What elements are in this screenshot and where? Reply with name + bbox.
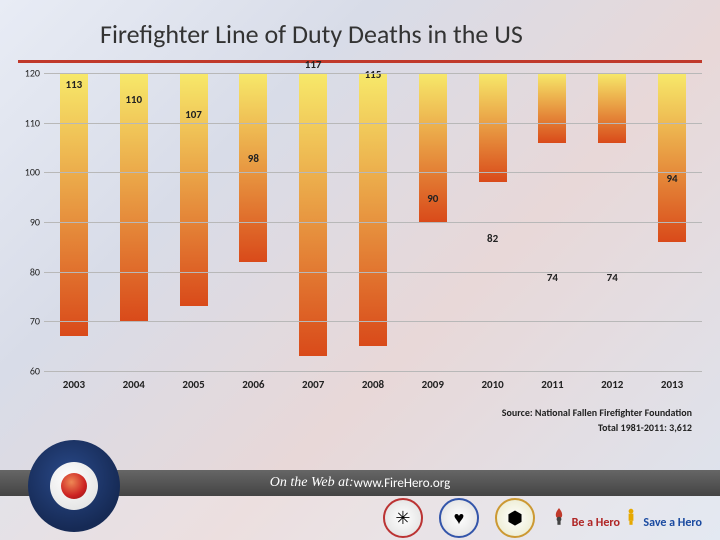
bar-value-label: 117 [305,58,322,73]
firefighter-icon [551,506,569,530]
bar [598,73,626,143]
gridline [44,73,702,74]
partner-logo-2: ♥ [439,498,479,538]
gridline [44,321,702,322]
bar [120,73,148,321]
heart-icon: ♥ [454,507,465,529]
footer-url: www.FireHero.org [354,476,451,491]
y-tick-label: 110 [18,116,40,129]
badge-icon: ✳ [395,507,410,529]
x-tick-label: 2004 [104,378,164,391]
x-tick-label: 2011 [523,378,583,391]
y-tick-label: 60 [18,365,40,378]
total-text: Total 1981-2011: 3,612 [0,420,692,435]
shield-icon: ⬢ [507,507,523,529]
gridline [44,172,702,173]
bar-value-label: 107 [185,108,202,123]
x-tick-label: 2013 [642,378,702,391]
x-tick-label: 2003 [44,378,104,391]
rose-icon [61,473,87,499]
bar-value-label: 110 [125,93,142,108]
x-tick-label: 2010 [463,378,523,391]
bar-value-label: 74 [547,271,558,286]
bar [299,73,327,356]
x-axis-labels: 2003200420052006200720082009201020112012… [44,378,702,391]
bar [239,73,267,262]
gridline [44,371,702,372]
bar-value-label: 113 [66,78,83,93]
tagline-save-hero: Save a Hero [643,516,702,530]
bar [479,73,507,182]
x-tick-label: 2012 [582,378,642,391]
bar-value-label: 98 [248,152,259,167]
y-tick-label: 120 [18,67,40,80]
partner-logo-3: ⬢ [495,498,535,538]
bar-value-label: 90 [427,192,438,207]
bar-value-label: 82 [487,232,498,247]
tagline: Be a Hero Save a Hero [551,506,702,530]
x-tick-label: 2007 [283,378,343,391]
x-tick-label: 2009 [403,378,463,391]
bar [538,73,566,143]
gridline [44,123,702,124]
x-tick-label: 2005 [164,378,224,391]
y-tick-label: 90 [18,216,40,229]
bar [658,73,686,242]
title-underline [18,60,702,63]
x-tick-label: 2006 [223,378,283,391]
bar-value-label: 74 [607,271,618,286]
y-tick-label: 100 [18,166,40,179]
partner-logo-1: ✳ [383,498,423,538]
y-tick-label: 80 [18,265,40,278]
bar [60,73,88,336]
footer-prefix: On the Web at: [270,475,354,491]
x-tick-label: 2008 [343,378,403,391]
source-text: Source: National Fallen Firefighter Foun… [0,405,692,420]
bar-value-label: 115 [365,68,382,83]
bar [359,73,387,346]
plot-area: 113110107981171159082747494 [44,73,702,371]
firefighter-icon-2 [623,506,641,530]
gridline [44,272,702,273]
tagline-be-hero: Be a Hero [572,516,620,530]
bar-chart: 113110107981171159082747494 200320042005… [18,73,702,403]
chart-title: Firefighter Line of Duty Deaths in the U… [100,18,690,50]
bar-value-label: 94 [666,172,677,187]
y-tick-label: 70 [18,315,40,328]
gridline [44,222,702,223]
nfff-seal-logo [28,440,120,532]
